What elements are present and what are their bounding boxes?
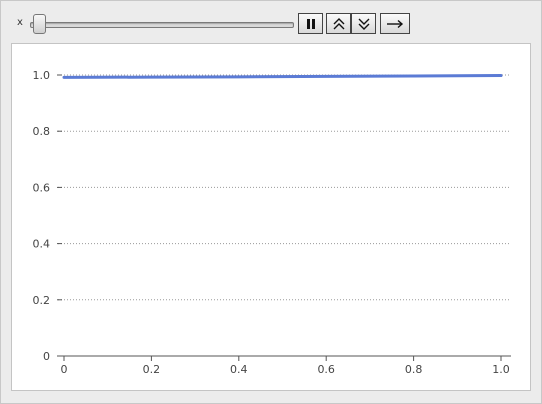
arrow-right-icon [387,19,404,28]
y-tick-label-4: 0.8 [33,125,51,138]
double-chevron-up-icon [333,17,344,29]
slider-track[interactable] [30,22,294,28]
plot-panel: 0 0.2 0.4 0.6 0.8 1.0 0 0.2 0.4 0.6 0.8 1.0 [11,43,531,391]
direction-button[interactable] [380,13,410,34]
axes [57,74,511,361]
x-tick-label-3: 0.6 [317,363,335,376]
y-tick-label-3: 0.6 [33,181,51,194]
slower-button[interactable] [351,13,376,34]
x-tick-label-2: 0.4 [230,363,248,376]
pause-button[interactable] [298,13,323,34]
line-chart: 0 0.2 0.4 0.6 0.8 1.0 0 0.2 0.4 0.6 0.8 1.0 [33,69,511,376]
grid-lines [58,74,511,301]
slider-thumb[interactable] [33,14,46,34]
faster-button[interactable] [326,13,351,34]
series-layer [62,74,503,79]
controls-bar: x [1,1,541,37]
y-tick-label-5: 1.0 [33,69,51,82]
slider-label: x [17,17,23,28]
y-tick-label-1: 0.2 [33,294,51,307]
series-line-0 [62,74,503,79]
double-chevron-down-icon [358,18,369,30]
pause-icon [306,18,315,29]
x-tick-label-5: 1.0 [492,363,510,376]
x-tick-label-4: 0.8 [405,363,423,376]
y-tick-label-0: 0 [43,350,50,363]
y-tick-label-2: 0.4 [33,238,51,251]
x-tick-label-0: 0 [61,363,68,376]
tick-labels: 0 0.2 0.4 0.6 0.8 1.0 0 0.2 0.4 0.6 0.8 1.0 [33,69,510,376]
x-tick-label-1: 0.2 [143,363,161,376]
